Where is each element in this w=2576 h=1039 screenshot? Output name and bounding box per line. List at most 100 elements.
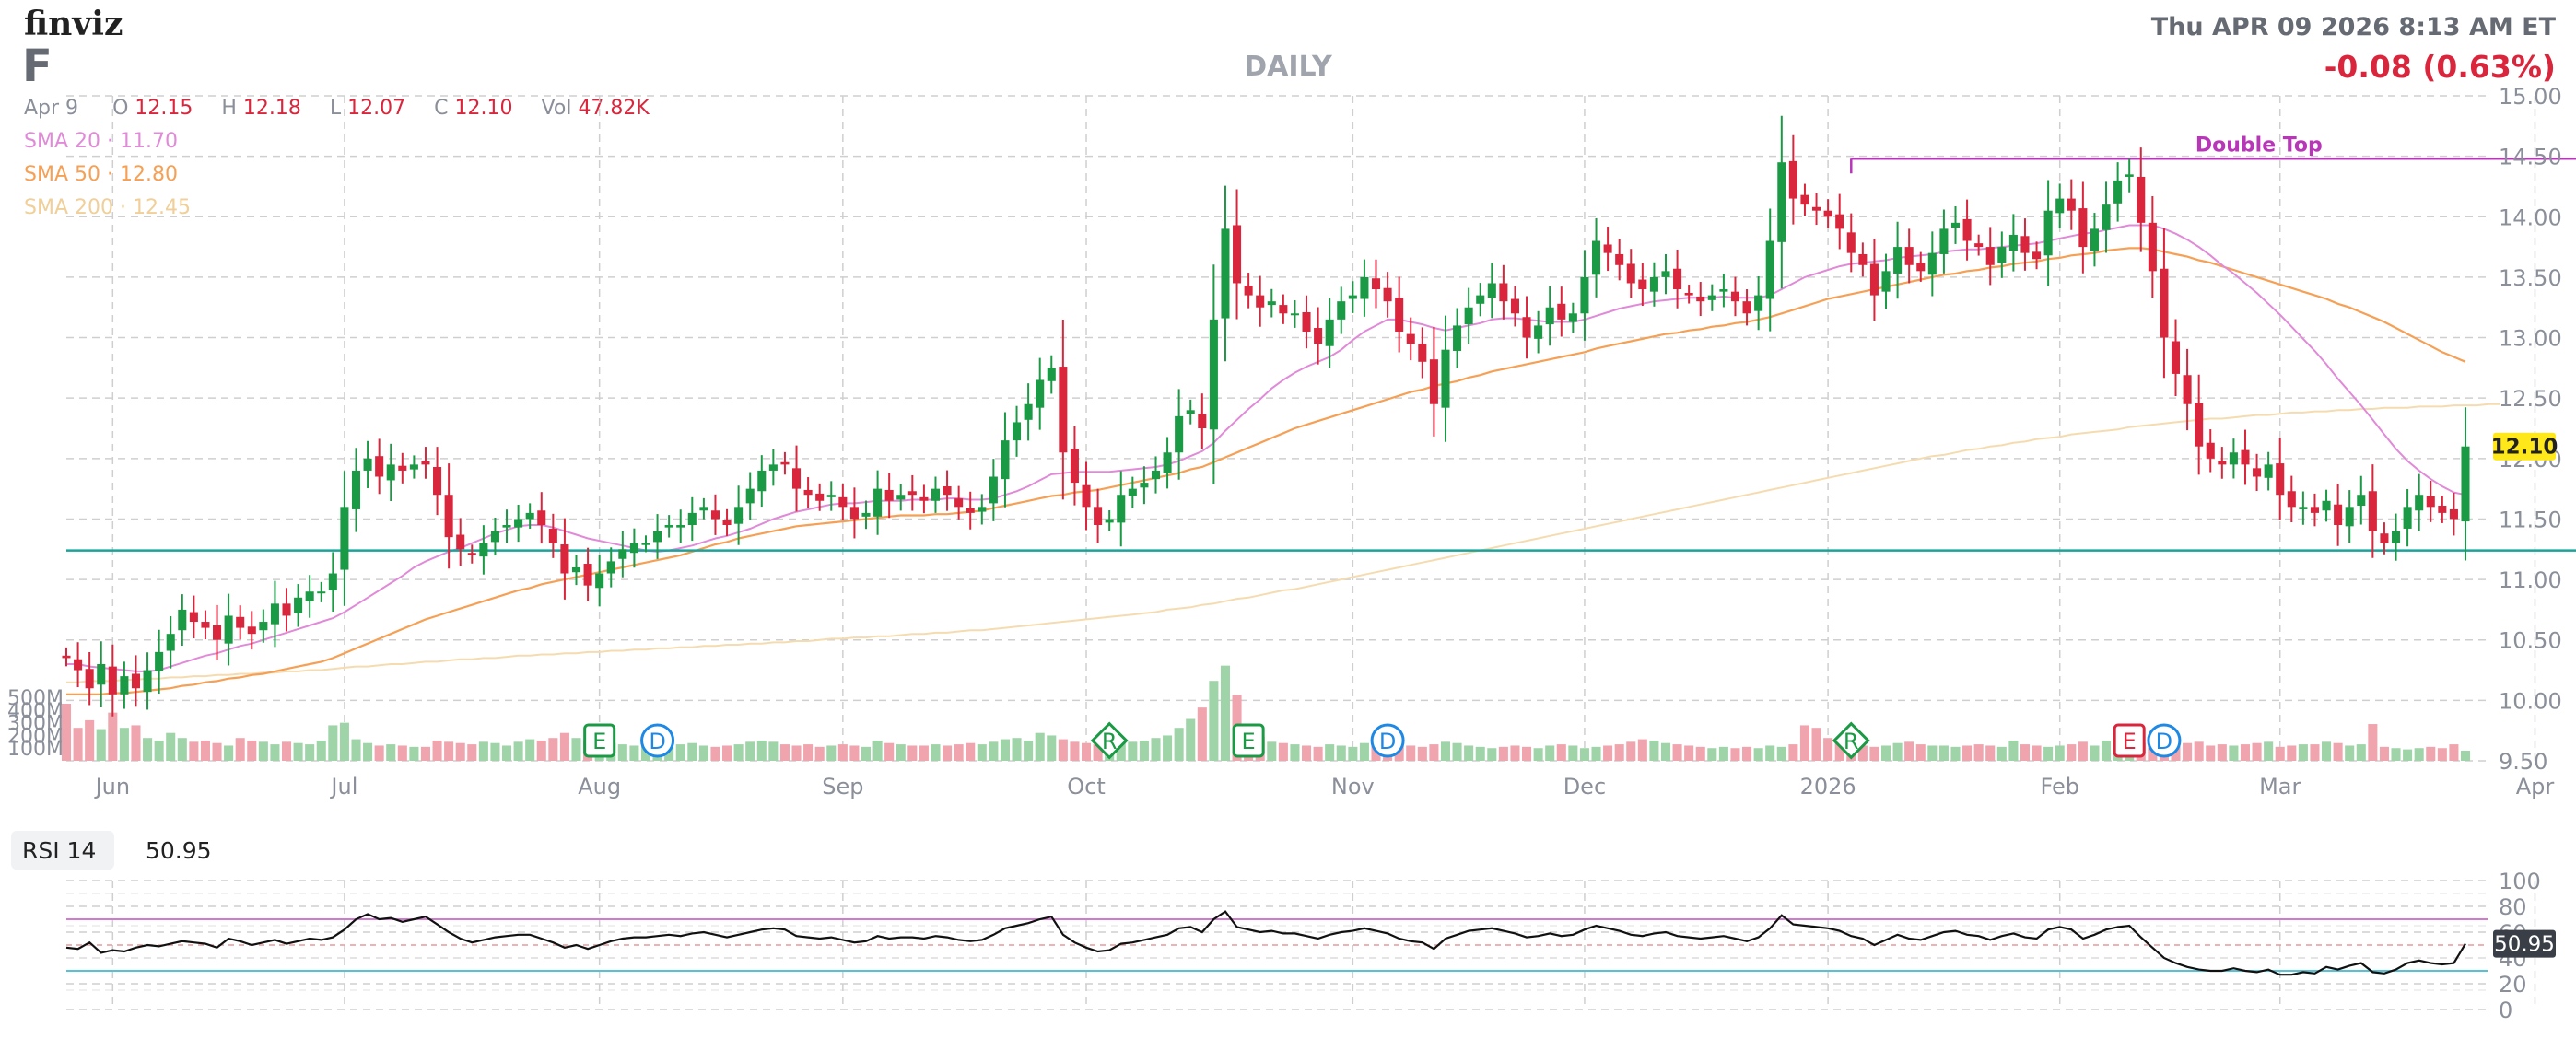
volume-bars — [61, 665, 2471, 761]
candle — [1348, 281, 1357, 313]
candle-body — [2380, 533, 2389, 543]
candle-body — [884, 489, 894, 501]
event-marker[interactable]: E — [2113, 723, 2146, 758]
finviz-logo[interactable]: finviz — [24, 5, 123, 43]
candlesticks[interactable] — [62, 115, 2470, 717]
volume-bar — [2403, 749, 2413, 761]
candle — [664, 515, 673, 538]
candle — [1742, 289, 1751, 326]
ohlc-volume-label: Vol — [542, 97, 572, 120]
candle — [757, 455, 767, 508]
event-marker[interactable]: E — [583, 723, 616, 758]
candle — [1510, 286, 1519, 327]
candle-body — [1453, 325, 1462, 351]
candle — [1661, 253, 1670, 295]
candle — [1707, 284, 1716, 311]
candle — [1418, 327, 1427, 379]
candle-body — [1823, 210, 1832, 217]
volume-bar — [1487, 748, 1497, 761]
volume-bar — [896, 744, 906, 761]
volume-bar — [2032, 745, 2042, 761]
event-marker[interactable]: D — [2147, 723, 2182, 758]
candle-body — [838, 496, 848, 508]
volume-bar — [1765, 745, 1775, 761]
candle-body — [1036, 379, 1045, 408]
candle-body — [1557, 303, 1566, 320]
candle — [1082, 461, 1091, 531]
ohlc-low-label: L — [330, 97, 342, 120]
candle-body — [1348, 295, 1357, 299]
candle — [1244, 273, 1253, 309]
candle — [1464, 287, 1473, 344]
candle-body — [1024, 403, 1033, 420]
candle-body — [155, 651, 164, 671]
candle-body — [1777, 162, 1786, 242]
double-top-label: Double Top — [2195, 134, 2323, 157]
candle-body — [2391, 531, 2401, 543]
legend-sma20-value: 11.70 — [120, 130, 178, 153]
volume-bar — [1522, 746, 1532, 761]
volume-bar — [212, 742, 222, 761]
volume-bar — [1718, 746, 1728, 761]
candle — [1881, 253, 1891, 309]
candle — [1812, 193, 1821, 226]
candle — [1233, 189, 1242, 320]
volume-bar — [779, 744, 790, 761]
volume-bar — [1614, 744, 1624, 761]
volume-bar — [490, 742, 500, 761]
candle-body — [340, 507, 349, 570]
volume-bar — [2379, 746, 2389, 761]
volume-bar — [745, 741, 755, 761]
candle — [2426, 480, 2435, 522]
volume-bar — [1128, 741, 1138, 761]
volume-bar — [1406, 745, 1416, 761]
candle-body — [386, 464, 395, 481]
candle — [606, 547, 615, 588]
candle — [351, 448, 361, 532]
volume-bar — [1290, 744, 1300, 761]
event-marker[interactable]: D — [1370, 723, 1405, 758]
candle-body — [1939, 228, 1949, 254]
candle-body — [1337, 301, 1346, 320]
annotations: Double Top — [66, 134, 2576, 552]
candle — [629, 528, 638, 568]
candle-body — [1638, 279, 1647, 290]
volume-bar — [1973, 744, 1984, 761]
event-marker[interactable]: D — [640, 723, 675, 758]
candle — [1151, 456, 1161, 494]
volume-bar — [478, 741, 488, 761]
event-marker[interactable]: E — [1232, 723, 1265, 758]
volume-bar — [2090, 745, 2100, 761]
volume-bar — [374, 745, 384, 761]
candle-body — [1499, 283, 1508, 302]
candle — [2102, 181, 2111, 253]
volume-bar — [1753, 748, 1763, 761]
volume-bar — [131, 725, 141, 761]
candle — [2438, 495, 2447, 523]
volume-bar — [1695, 746, 1705, 761]
sma20-line — [66, 224, 2466, 672]
event-marker-shape — [2113, 723, 2146, 758]
candle — [2334, 483, 2343, 546]
event-marker[interactable]: R — [1832, 721, 1870, 760]
volume-bar — [1267, 741, 1277, 761]
event-marker[interactable]: R — [1090, 721, 1129, 760]
volume-bar — [235, 738, 245, 761]
volume-bar — [1081, 742, 1092, 761]
volume-bar — [386, 744, 396, 761]
volume-bar — [2264, 741, 2274, 761]
candle — [826, 481, 836, 511]
event-marker-label: E — [592, 729, 606, 754]
candle — [479, 525, 488, 575]
volume-bar — [444, 741, 454, 761]
volume-bar — [1047, 735, 1057, 761]
candle — [1314, 307, 1323, 365]
candle — [1360, 259, 1369, 317]
candle — [1557, 286, 1566, 337]
candle — [1395, 276, 1404, 353]
volume-bar — [1336, 745, 1346, 761]
candle — [780, 451, 790, 475]
